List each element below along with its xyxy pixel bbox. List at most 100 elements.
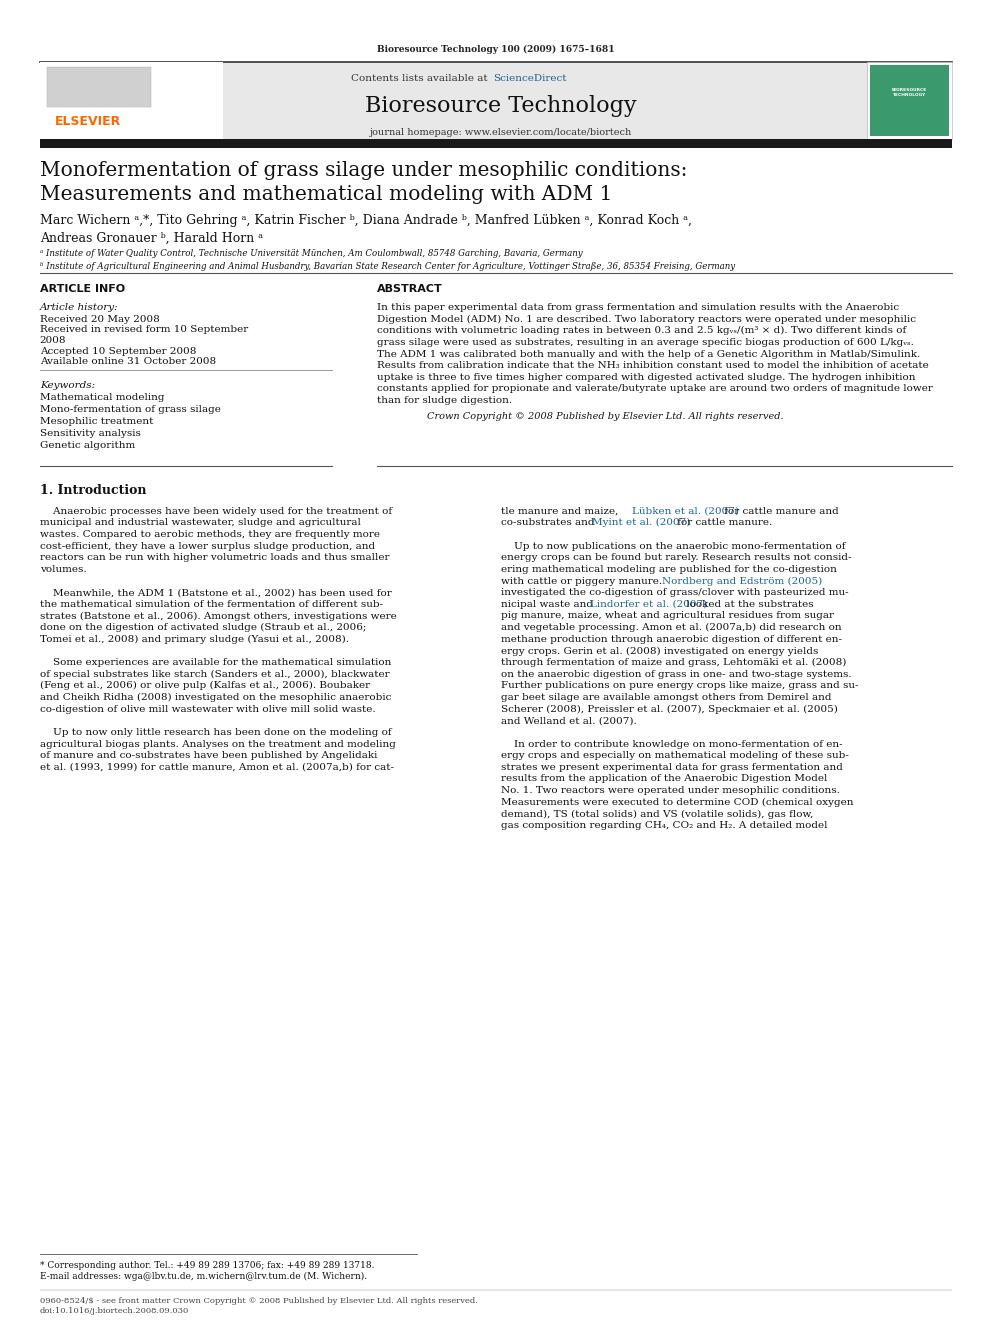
Text: strates (Batstone et al., 2006). Amongst others, investigations were: strates (Batstone et al., 2006). Amongst… <box>40 611 397 620</box>
Text: demand), TS (total solids) and VS (volatile solids), gas flow,: demand), TS (total solids) and VS (volat… <box>501 810 813 819</box>
FancyBboxPatch shape <box>40 139 952 148</box>
Text: E-mail addresses: wga@lbv.tu.de, m.wichern@lrv.tum.de (M. Wichern).: E-mail addresses: wga@lbv.tu.de, m.wiche… <box>40 1271 367 1281</box>
Text: through fermentation of maize and grass, Lehtomäki et al. (2008): through fermentation of maize and grass,… <box>501 658 846 667</box>
Text: doi:10.1016/j.biortech.2008.09.030: doi:10.1016/j.biortech.2008.09.030 <box>40 1307 188 1315</box>
Text: Nordberg and Edström (2005): Nordberg and Edström (2005) <box>662 577 822 586</box>
Text: Myint et al. (2007): Myint et al. (2007) <box>592 519 690 528</box>
Text: strates we present experimental data for grass fermentation and: strates we present experimental data for… <box>501 763 843 771</box>
Text: Monofermentation of grass silage under mesophilic conditions:: Monofermentation of grass silage under m… <box>40 161 687 180</box>
Text: wastes. Compared to aerobic methods, they are frequently more: wastes. Compared to aerobic methods, the… <box>40 531 380 538</box>
Text: gar beet silage are available amongst others from Demirel and: gar beet silage are available amongst ot… <box>501 693 831 703</box>
Text: uptake is three to five times higher compared with digested activated sludge. Th: uptake is three to five times higher com… <box>377 373 916 382</box>
FancyBboxPatch shape <box>867 62 952 139</box>
Text: Sensitivity analysis: Sensitivity analysis <box>40 429 141 438</box>
Text: Scherer (2008), Preissler et al. (2007), Speckmaier et al. (2005): Scherer (2008), Preissler et al. (2007),… <box>501 705 838 713</box>
Text: Genetic algorithm: Genetic algorithm <box>40 441 135 450</box>
Text: Marc Wichern ᵃ,*, Tito Gehring ᵃ, Katrin Fischer ᵇ, Diana Andrade ᵇ, Manfred Lüb: Marc Wichern ᵃ,*, Tito Gehring ᵃ, Katrin… <box>40 214 691 228</box>
Text: Tomei et al., 2008) and primary sludge (Yasui et al., 2008).: Tomei et al., 2008) and primary sludge (… <box>40 635 348 644</box>
Text: 2008: 2008 <box>40 336 66 345</box>
Text: grass silage were used as substrates, resulting in an average specific biogas pr: grass silage were used as substrates, re… <box>377 337 914 347</box>
Text: volumes.: volumes. <box>40 565 86 574</box>
Text: Up to now publications on the anaerobic mono-fermentation of: Up to now publications on the anaerobic … <box>501 541 845 550</box>
Text: and vegetable processing. Amon et al. (2007a,b) did research on: and vegetable processing. Amon et al. (2… <box>501 623 841 632</box>
Text: co-substrates and: co-substrates and <box>501 519 598 528</box>
Text: Received in revised form 10 September: Received in revised form 10 September <box>40 325 248 335</box>
Text: (Feng et al., 2006) or olive pulp (Kalfas et al., 2006). Boubaker: (Feng et al., 2006) or olive pulp (Kalfa… <box>40 681 370 691</box>
Text: Contents lists available at: Contents lists available at <box>351 74 491 83</box>
Text: ergy crops. Gerin et al. (2008) investigated on energy yields: ergy crops. Gerin et al. (2008) investig… <box>501 647 818 655</box>
Text: Results from calibration indicate that the NH₃ inhibition constant used to model: Results from calibration indicate that t… <box>377 361 929 370</box>
Text: ABSTRACT: ABSTRACT <box>377 284 442 295</box>
Text: Up to now only little research has been done on the modeling of: Up to now only little research has been … <box>40 728 391 737</box>
Text: Accepted 10 September 2008: Accepted 10 September 2008 <box>40 347 196 356</box>
Text: In this paper experimental data from grass fermentation and simulation results w: In this paper experimental data from gra… <box>377 303 899 312</box>
Text: tle manure and maize,: tle manure and maize, <box>501 507 622 516</box>
Text: Lübken et al. (2007): Lübken et al. (2007) <box>632 507 739 516</box>
Text: Mesophilic treatment: Mesophilic treatment <box>40 417 153 426</box>
Text: Anaerobic processes have been widely used for the treatment of: Anaerobic processes have been widely use… <box>40 507 392 516</box>
Text: Meanwhile, the ADM 1 (Batstone et al., 2002) has been used for: Meanwhile, the ADM 1 (Batstone et al., 2… <box>40 589 392 597</box>
Text: ᵇ Institute of Agricultural Engineering and Animal Husbandry, Bavarian State Res: ᵇ Institute of Agricultural Engineering … <box>40 262 735 271</box>
Text: the mathematical simulation of the fermentation of different sub-: the mathematical simulation of the ferme… <box>40 599 383 609</box>
Text: on the anaerobic digestion of grass in one- and two-stage systems.: on the anaerobic digestion of grass in o… <box>501 669 851 679</box>
Text: BIORESOURCE
TECHNOLOGY: BIORESOURCE TECHNOLOGY <box>892 89 928 97</box>
Text: Measurements and mathematical modeling with ADM 1: Measurements and mathematical modeling w… <box>40 185 612 204</box>
Text: pig manure, maize, wheat and agricultural residues from sugar: pig manure, maize, wheat and agricultura… <box>501 611 834 620</box>
Text: reactors can be run with higher volumetric loads and thus smaller: reactors can be run with higher volumetr… <box>40 553 389 562</box>
Text: conditions with volumetric loading rates in between 0.3 and 2.5 kgᵥₛ/(m³ × d). T: conditions with volumetric loading rates… <box>377 327 907 335</box>
Text: done on the digestion of activated sludge (Straub et al., 2006;: done on the digestion of activated sludg… <box>40 623 366 632</box>
Text: No. 1. Two reactors were operated under mesophilic conditions.: No. 1. Two reactors were operated under … <box>501 786 840 795</box>
Text: ᵃ Institute of Water Quality Control, Technische Universität München, Am Coulomb: ᵃ Institute of Water Quality Control, Te… <box>40 249 582 258</box>
Text: In order to contribute knowledge on mono-fermentation of en-: In order to contribute knowledge on mono… <box>501 740 842 749</box>
Text: 1. Introduction: 1. Introduction <box>40 484 146 497</box>
Text: of special substrates like starch (Sanders et al., 2000), blackwater: of special substrates like starch (Sande… <box>40 669 389 679</box>
Text: looked at the substrates: looked at the substrates <box>683 599 814 609</box>
Text: than for sludge digestion.: than for sludge digestion. <box>377 396 512 405</box>
Text: Some experiences are available for the mathematical simulation: Some experiences are available for the m… <box>40 658 391 667</box>
Text: constants applied for propionate and valerate/butyrate uptake are around two ord: constants applied for propionate and val… <box>377 385 932 393</box>
Text: results from the application of the Anaerobic Digestion Model: results from the application of the Anae… <box>501 774 827 783</box>
Text: et al. (1993, 1999) for cattle manure, Amon et al. (2007a,b) for cat-: et al. (1993, 1999) for cattle manure, A… <box>40 763 394 771</box>
Text: for cattle manure and: for cattle manure and <box>721 507 839 516</box>
Text: Measurements were executed to determine COD (chemical oxygen: Measurements were executed to determine … <box>501 798 853 807</box>
Text: 0960-8524/$ - see front matter Crown Copyright © 2008 Published by Elsevier Ltd.: 0960-8524/$ - see front matter Crown Cop… <box>40 1297 477 1304</box>
FancyBboxPatch shape <box>870 65 949 136</box>
FancyBboxPatch shape <box>47 67 151 107</box>
Text: Mono-fermentation of grass silage: Mono-fermentation of grass silage <box>40 405 220 414</box>
Text: municipal and industrial wastewater, sludge and agricultural: municipal and industrial wastewater, slu… <box>40 519 360 528</box>
Text: energy crops can be found but rarely. Research results not consid-: energy crops can be found but rarely. Re… <box>501 553 851 562</box>
Text: Crown Copyright © 2008 Published by Elsevier Ltd. All rights reserved.: Crown Copyright © 2008 Published by Else… <box>427 411 784 421</box>
Text: of manure and co-substrates have been published by Angelidaki: of manure and co-substrates have been pu… <box>40 751 377 761</box>
Text: Bioresource Technology 100 (2009) 1675–1681: Bioresource Technology 100 (2009) 1675–1… <box>377 45 615 54</box>
Text: for cattle manure.: for cattle manure. <box>674 519 772 528</box>
Text: and Welland et al. (2007).: and Welland et al. (2007). <box>501 716 637 725</box>
Text: Bioresource Technology: Bioresource Technology <box>365 95 637 118</box>
Text: ELSEVIER: ELSEVIER <box>55 115 121 128</box>
Text: Lindorfer et al. (2007): Lindorfer et al. (2007) <box>590 599 707 609</box>
Text: ScienceDirect: ScienceDirect <box>493 74 566 83</box>
Text: Available online 31 October 2008: Available online 31 October 2008 <box>40 357 216 366</box>
Text: journal homepage: www.elsevier.com/locate/biortech: journal homepage: www.elsevier.com/locat… <box>370 128 632 138</box>
Text: ergy crops and especially on mathematical modeling of these sub-: ergy crops and especially on mathematica… <box>501 751 849 761</box>
Text: gas composition regarding CH₄, CO₂ and H₂. A detailed model: gas composition regarding CH₄, CO₂ and H… <box>501 822 827 830</box>
Text: Mathematical modeling: Mathematical modeling <box>40 393 165 402</box>
FancyBboxPatch shape <box>40 62 223 139</box>
Text: * Corresponding author. Tel.: +49 89 289 13706; fax: +49 89 289 13718.: * Corresponding author. Tel.: +49 89 289… <box>40 1261 374 1270</box>
Text: cost-efficient, they have a lower surplus sludge production, and: cost-efficient, they have a lower surplu… <box>40 541 375 550</box>
Text: The ADM 1 was calibrated both manually and with the help of a Genetic Algorithm : The ADM 1 was calibrated both manually a… <box>377 349 921 359</box>
Text: Digestion Model (ADM) No. 1 are described. Two laboratory reactors were operated: Digestion Model (ADM) No. 1 are describe… <box>377 315 916 324</box>
Text: nicipal waste and: nicipal waste and <box>501 599 596 609</box>
FancyBboxPatch shape <box>40 62 952 139</box>
Text: Further publications on pure energy crops like maize, grass and su-: Further publications on pure energy crop… <box>501 681 858 691</box>
Text: Keywords:: Keywords: <box>40 381 95 390</box>
Text: Andreas Gronauer ᵇ, Harald Horn ᵃ: Andreas Gronauer ᵇ, Harald Horn ᵃ <box>40 232 263 245</box>
Text: co-digestion of olive mill wastewater with olive mill solid waste.: co-digestion of olive mill wastewater wi… <box>40 705 375 713</box>
Text: investigated the co-digestion of grass/clover with pasteurized mu-: investigated the co-digestion of grass/c… <box>501 589 848 597</box>
Text: Received 20 May 2008: Received 20 May 2008 <box>40 315 160 324</box>
Text: and Cheikh Ridha (2008) investigated on the mesophilic anaerobic: and Cheikh Ridha (2008) investigated on … <box>40 693 391 703</box>
Text: with cattle or piggery manure.: with cattle or piggery manure. <box>501 577 666 586</box>
Text: Article history:: Article history: <box>40 303 118 312</box>
Text: agricultural biogas plants. Analyses on the treatment and modeling: agricultural biogas plants. Analyses on … <box>40 740 396 749</box>
Text: ARTICLE INFO: ARTICLE INFO <box>40 284 125 295</box>
Text: methane production through anaerobic digestion of different en-: methane production through anaerobic dig… <box>501 635 842 644</box>
